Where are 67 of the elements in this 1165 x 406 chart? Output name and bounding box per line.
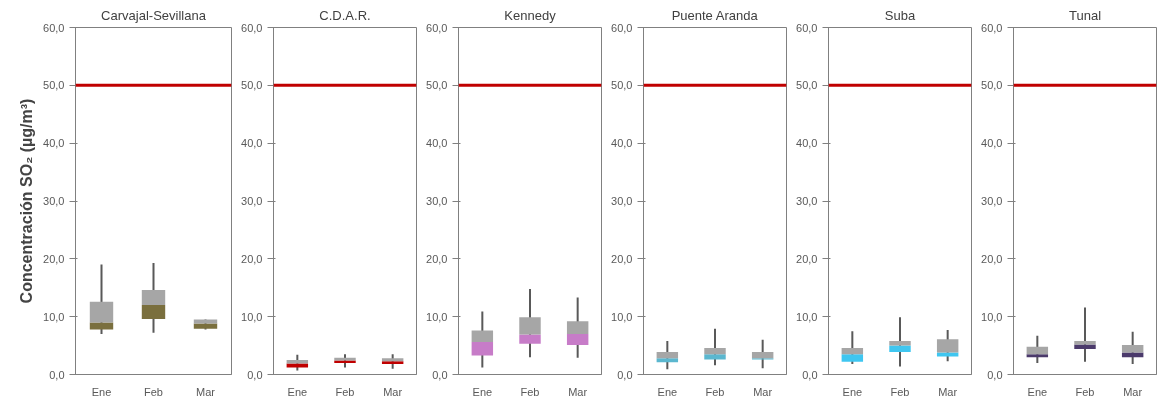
y-tick-label: 60,0: [611, 21, 633, 34]
x-tick-label: Mar: [938, 385, 958, 398]
y-tick-label: 0,0: [617, 368, 633, 381]
y-tick-label: 0,0: [49, 368, 65, 381]
y-tick-label: 40,0: [426, 137, 448, 150]
y-tick-label: 0,0: [987, 368, 1003, 381]
y-tick-label: 20,0: [426, 252, 448, 265]
x-tick-label: Mar: [1123, 385, 1143, 398]
y-tick-label: 20,0: [796, 252, 818, 265]
y-tick-label: 10,0: [611, 310, 633, 323]
chart-title: Suba: [884, 7, 916, 23]
y-tick-label: 50,0: [426, 79, 448, 92]
y-tick-label: 60,0: [43, 21, 65, 34]
chart-title: Kennedy: [504, 7, 557, 23]
x-tick-label: Mar: [568, 385, 588, 398]
y-tick-label: 10,0: [981, 310, 1003, 323]
y-tick-label: 50,0: [611, 79, 633, 92]
y-tick-label: 40,0: [981, 137, 1003, 150]
x-tick-label: Feb: [1075, 385, 1095, 398]
y-tick-label: 50,0: [981, 79, 1003, 92]
y-tick-label: 60,0: [426, 21, 448, 34]
y-tick-label: 30,0: [611, 195, 633, 207]
chart-title: C.D.A.R.: [319, 7, 371, 23]
y-tick-label: 50,0: [43, 79, 65, 92]
y-tick-label: 30,0: [43, 195, 65, 207]
x-tick-label: Mar: [196, 385, 216, 398]
y-axis-title: Concentración SO₂ (µg/m³): [18, 98, 36, 304]
x-tick-label: Feb: [705, 385, 725, 398]
y-tick-label: 20,0: [43, 252, 65, 265]
y-tick-label: 0,0: [432, 368, 448, 381]
y-tick-label: 30,0: [241, 195, 263, 207]
y-tick-label: 30,0: [981, 195, 1003, 207]
x-tick-label: Feb: [144, 385, 163, 398]
y-tick-label: 10,0: [43, 310, 65, 323]
chart-title: Carvajal-Sevillana: [101, 7, 207, 23]
y-tick-label: 50,0: [241, 79, 263, 92]
y-tick-label: 40,0: [43, 137, 65, 150]
y-tick-label: 60,0: [241, 21, 263, 34]
x-tick-label: Ene: [657, 385, 678, 398]
y-tick-label: 20,0: [611, 252, 633, 265]
y-tick-label: 40,0: [241, 137, 263, 150]
y-tick-label: 60,0: [796, 21, 818, 34]
y-tick-label: 0,0: [802, 368, 818, 381]
y-tick-label: 60,0: [981, 21, 1003, 34]
chart-title: Tunal: [1068, 7, 1102, 23]
y-tick-label: 30,0: [796, 195, 818, 207]
y-tick-label: 20,0: [981, 252, 1003, 265]
x-tick-label: Ene: [287, 385, 308, 398]
x-tick-label: Ene: [842, 385, 863, 398]
x-tick-label: Mar: [383, 385, 403, 398]
y-tick-label: 40,0: [796, 137, 818, 150]
y-tick-label: 10,0: [426, 310, 448, 323]
y-tick-label: 30,0: [426, 195, 448, 207]
x-tick-label: Ene: [472, 385, 493, 398]
x-tick-label: Mar: [753, 385, 773, 398]
x-tick-label: Ene: [1027, 385, 1048, 398]
y-tick-label: 20,0: [241, 252, 263, 265]
x-tick-label: Ene: [91, 385, 112, 398]
chart-title: Puente Aranda: [671, 7, 759, 23]
x-tick-label: Feb: [335, 385, 355, 398]
y-tick-label: 10,0: [241, 310, 263, 323]
y-tick-label: 50,0: [796, 79, 818, 92]
y-tick-label: 40,0: [611, 137, 633, 150]
x-tick-label: Feb: [890, 385, 910, 398]
x-tick-label: Feb: [520, 385, 540, 398]
y-tick-label: 10,0: [796, 310, 818, 323]
y-tick-label: 0,0: [247, 368, 263, 381]
